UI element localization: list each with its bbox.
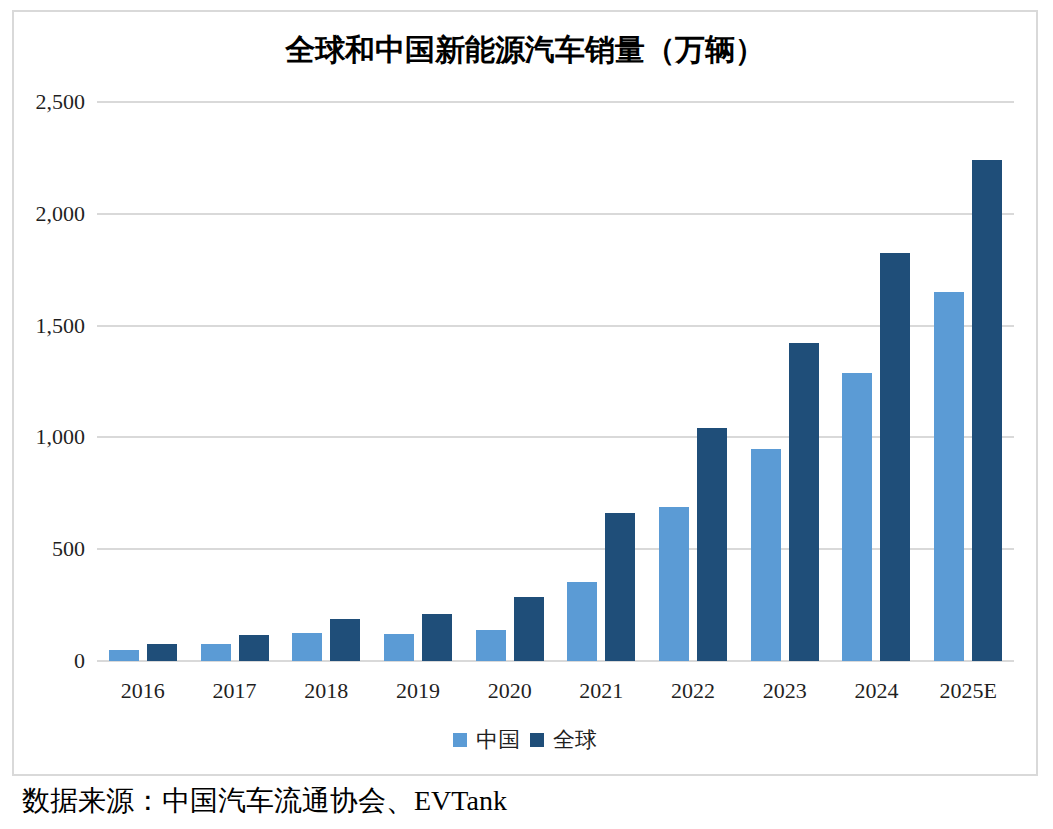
legend-swatch-china [453,733,467,747]
x-axis-label-2022: 2022 [647,678,739,704]
y-tick-label-1500: 1,500 [14,313,85,339]
legend: 中国 全球 [14,728,1036,752]
gridline-500 [97,548,1014,550]
bar-series1-2021 [605,513,635,661]
page: 全球和中国新能源汽车销量（万辆） 05001,0001,5002,0002,50… [0,0,1053,829]
plot-area: 0 500 1,000 1,500 2,000 2,500 2016201720182019… [14,12,1036,774]
gridline-2500 [97,101,1014,103]
bar-series0-2017 [201,644,231,661]
bar-series1-2022 [697,428,727,661]
gridline-0 [97,660,1014,662]
x-axis-label-2018: 2018 [280,678,372,704]
x-axis-label-2016: 2016 [97,678,189,704]
legend-item-china: 中国 [453,728,520,752]
y-tick-label-2000: 2,000 [14,201,85,227]
gridline-2000 [97,213,1014,215]
y-tick-label-1000: 1,000 [14,424,85,450]
bar-series1-2020 [514,597,544,661]
legend-item-global: 全球 [530,728,597,752]
bar-series1-2023 [789,343,819,661]
x-axis-label-2017: 2017 [189,678,281,704]
bar-series1-2024 [880,253,910,661]
bar-series0-2018 [292,633,322,661]
y-tick-label-0: 0 [14,648,85,674]
y-tick-label-500: 500 [14,536,85,562]
gridline-1500 [97,325,1014,327]
legend-label-china: 中国 [476,728,520,752]
bar-series1-2025E [972,160,1002,661]
x-axis-label-2019: 2019 [372,678,464,704]
bar-series0-2019 [384,634,414,661]
x-axis-label-2020: 2020 [464,678,556,704]
bar-series0-2021 [567,582,597,661]
bar-series1-2018 [330,619,360,661]
legend-swatch-global [530,733,544,747]
x-axis-label-2024: 2024 [831,678,923,704]
source-note: 数据来源：中国汽车流通协会、EVTank [22,784,507,818]
bar-series0-2020 [476,630,506,661]
bar-series1-2016 [147,644,177,661]
bar-series1-2017 [239,635,269,661]
bar-series0-2022 [659,507,689,661]
bar-series0-2016 [109,650,139,661]
gridline-1000 [97,436,1014,438]
y-tick-label-2500: 2,500 [14,89,85,115]
x-axis-label-2023: 2023 [739,678,831,704]
bar-series0-2024 [842,373,872,661]
x-axis-label-2025E: 2025E [922,678,1014,704]
bar-series0-2023 [751,449,781,661]
chart-frame: 全球和中国新能源汽车销量（万辆） 05001,0001,5002,0002,50… [12,10,1038,776]
x-axis-label-2021: 2021 [556,678,648,704]
legend-label-global: 全球 [553,728,597,752]
bar-series1-2019 [422,614,452,661]
bar-series0-2025E [934,292,964,661]
